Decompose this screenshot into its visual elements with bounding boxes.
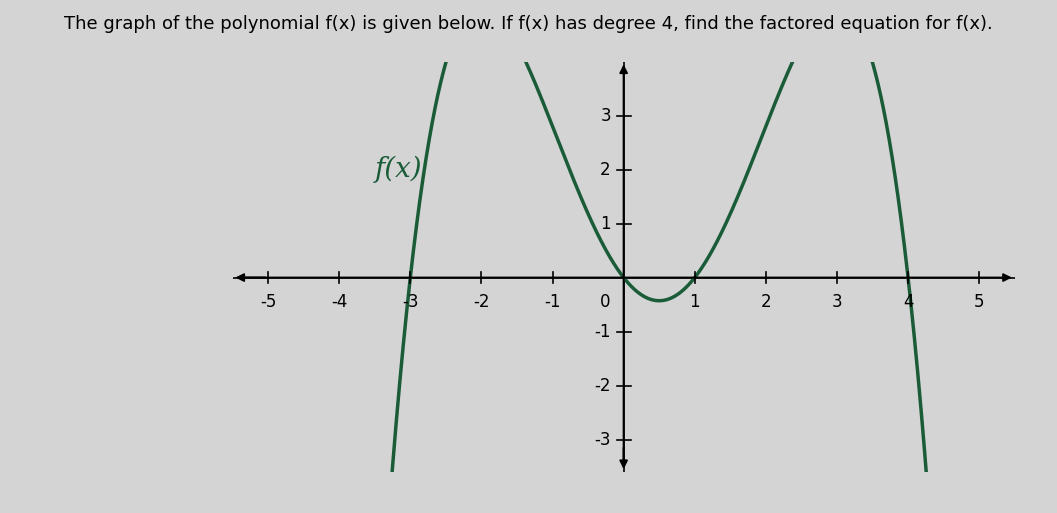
- Text: 4: 4: [903, 293, 913, 311]
- Text: 1: 1: [689, 293, 700, 311]
- Text: 5: 5: [973, 293, 984, 311]
- Text: -4: -4: [331, 293, 348, 311]
- Text: 2: 2: [761, 293, 772, 311]
- Text: -3: -3: [402, 293, 419, 311]
- Text: 2: 2: [600, 161, 611, 179]
- Text: -2: -2: [474, 293, 489, 311]
- Text: -1: -1: [544, 293, 561, 311]
- Text: -3: -3: [594, 430, 611, 448]
- Text: 3: 3: [832, 293, 842, 311]
- Text: -5: -5: [260, 293, 276, 311]
- Text: 1: 1: [600, 214, 611, 232]
- Text: f(x): f(x): [375, 156, 423, 183]
- Text: 3: 3: [600, 107, 611, 125]
- Text: -2: -2: [594, 377, 611, 394]
- Text: 0: 0: [600, 293, 611, 311]
- Text: -1: -1: [594, 323, 611, 341]
- Text: The graph of the polynomial f(x) is given below. If f(x) has degree 4, find the : The graph of the polynomial f(x) is give…: [64, 15, 993, 33]
